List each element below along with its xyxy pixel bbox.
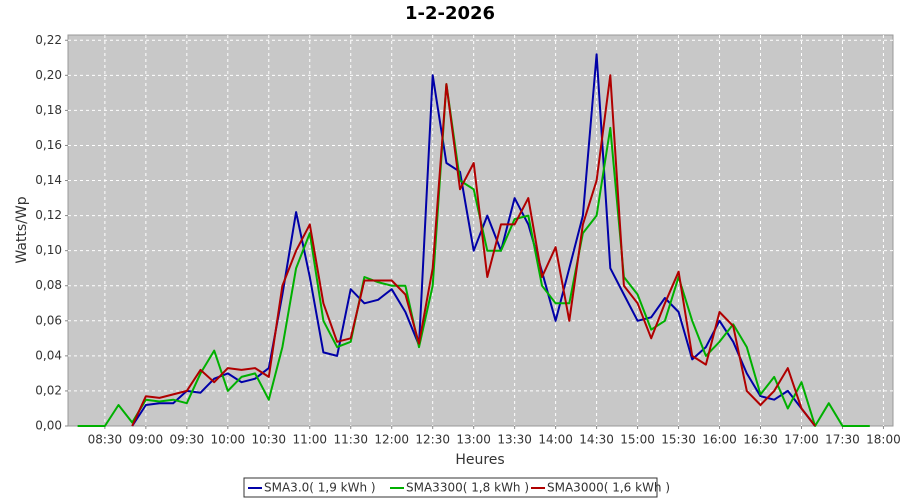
x-tick-label: 14:00 — [538, 433, 573, 447]
y-tick-label: 0,02 — [35, 383, 62, 397]
x-tick-label: 11:00 — [292, 433, 327, 447]
x-tick-label: 18:00 — [866, 433, 900, 447]
x-tick-label: 14:30 — [579, 433, 614, 447]
y-tick-label: 0,22 — [35, 33, 62, 47]
x-tick-label: 17:30 — [825, 433, 860, 447]
chart-title: 1-2-2026 — [405, 3, 495, 24]
x-tick-label: 08:30 — [88, 433, 123, 447]
x-tick-label: 12:00 — [374, 433, 409, 447]
x-tick-label: 15:00 — [620, 433, 655, 447]
x-axis-label: Heures — [455, 452, 504, 468]
legend-label: SMA3300( 1,8 kWh ) — [406, 481, 529, 495]
series-line — [77, 83, 870, 427]
y-axis-label: Watts/Wp — [14, 196, 30, 263]
x-tick-label: 13:00 — [456, 433, 491, 447]
x-tick-label: 10:30 — [251, 433, 286, 447]
x-tick-label: 16:00 — [702, 433, 737, 447]
series-line — [131, 53, 816, 427]
x-tick-label: 17:00 — [784, 433, 819, 447]
x-tick-label: 15:30 — [661, 433, 696, 447]
y-tick-label: 0,14 — [35, 173, 62, 187]
x-tick-label: 12:30 — [415, 433, 450, 447]
x-tick-label: 09:00 — [129, 433, 164, 447]
y-tick-label: 0,04 — [35, 348, 62, 362]
y-tick-label: 0,08 — [35, 278, 62, 292]
legend-label: SMA3000( 1,6 kWh ) — [547, 481, 670, 495]
x-tick-label: 11:30 — [333, 433, 368, 447]
x-tick-label: 13:30 — [497, 433, 532, 447]
legend-box — [243, 477, 658, 498]
y-tick-label: 0,06 — [35, 313, 62, 327]
legend-label: SMA3.0( 1,9 kWh ) — [264, 481, 376, 495]
x-tick-label: 09:30 — [170, 433, 205, 447]
y-tick-label: 0,00 — [35, 419, 62, 433]
x-tick-label: 10:00 — [211, 433, 246, 447]
series-line — [131, 74, 816, 427]
y-tick-label: 0,18 — [35, 103, 62, 117]
y-tick-label: 0,20 — [35, 68, 62, 82]
x-tick-label: 16:30 — [743, 433, 778, 447]
y-tick-label: 0,16 — [35, 138, 62, 152]
y-tick-label: 0,12 — [35, 208, 62, 222]
y-tick-label: 0,10 — [35, 243, 62, 257]
